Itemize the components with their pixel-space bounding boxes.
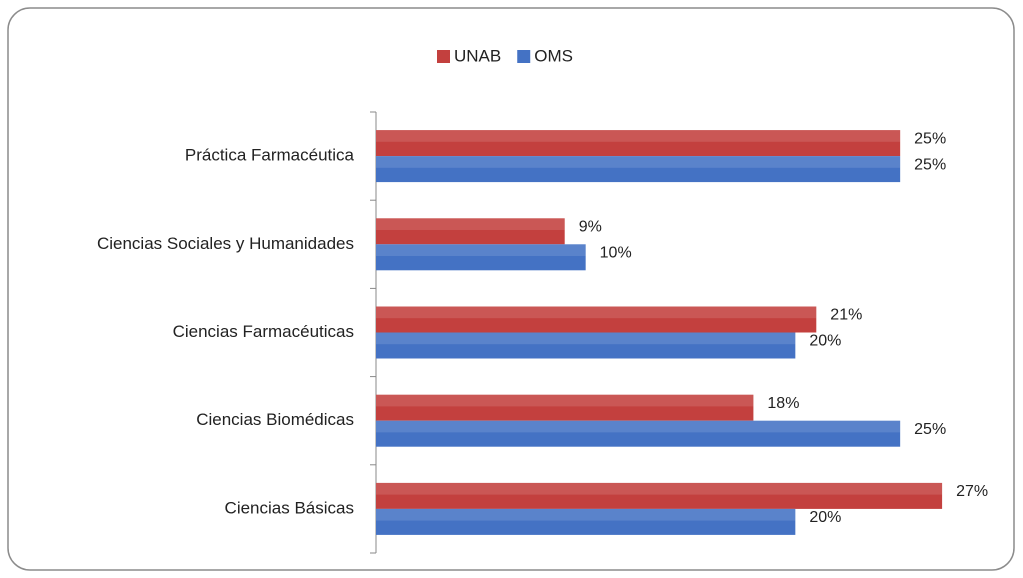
bar-shine xyxy=(376,394,754,407)
bar xyxy=(376,306,817,333)
y-tick-label: Ciencias Básicas xyxy=(225,498,354,517)
legend-swatch xyxy=(437,50,450,63)
value-label: 25% xyxy=(914,421,946,438)
bar-shine xyxy=(376,332,796,345)
bar xyxy=(376,420,901,447)
legend-swatch xyxy=(517,50,531,63)
value-label: 20% xyxy=(809,333,841,350)
bar-shine xyxy=(376,508,796,521)
bar xyxy=(376,394,754,421)
y-tick-label: Ciencias Farmacéuticas xyxy=(173,322,354,341)
value-label: 27% xyxy=(956,483,988,500)
bar-shine xyxy=(376,156,901,168)
bar-shine xyxy=(376,482,943,495)
legend-label: OMS xyxy=(534,46,573,65)
y-tick-label: Ciencias Sociales y Humanidades xyxy=(97,234,354,253)
legend-label: UNAB xyxy=(454,46,501,65)
bar xyxy=(376,244,586,271)
value-label: 25% xyxy=(914,130,946,147)
value-label: 9% xyxy=(579,219,602,236)
bar-shine xyxy=(376,130,901,142)
value-label: 18% xyxy=(767,395,799,412)
bar-shine xyxy=(376,306,817,319)
bar xyxy=(376,218,565,245)
bar-shine xyxy=(376,218,565,230)
bar xyxy=(376,482,943,509)
bar xyxy=(376,156,901,183)
bar-shine xyxy=(376,420,901,433)
bar xyxy=(376,332,796,359)
y-tick-label: Ciencias Biomédicas xyxy=(196,410,354,429)
value-label: 21% xyxy=(830,307,862,324)
value-label: 20% xyxy=(809,509,841,526)
value-label: 10% xyxy=(600,245,632,262)
bar xyxy=(376,130,901,157)
bar-shine xyxy=(376,244,586,256)
bar xyxy=(376,508,796,535)
value-label: 25% xyxy=(914,156,946,173)
y-tick-label: Práctica Farmacéutica xyxy=(185,146,355,165)
